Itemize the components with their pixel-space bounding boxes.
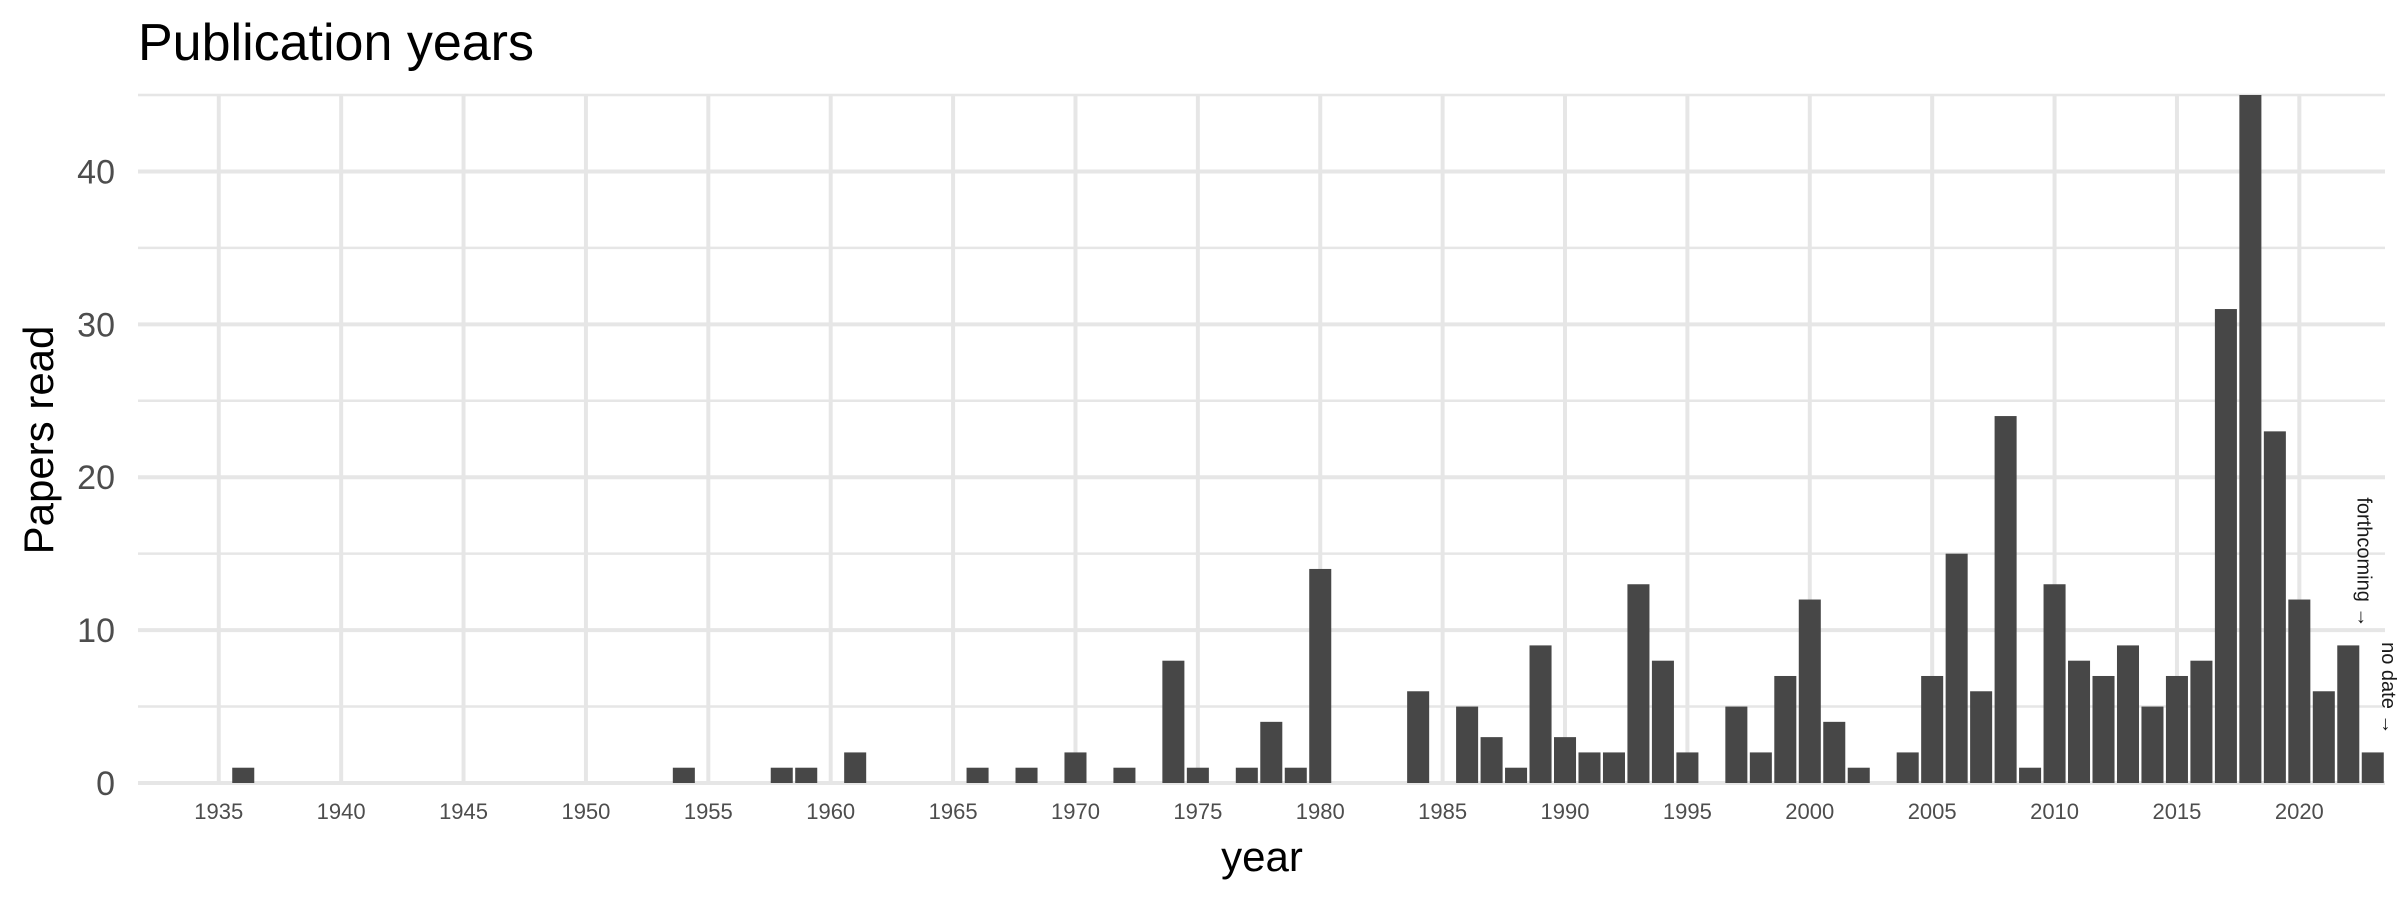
x-tick-label: 1995: [1663, 799, 1712, 824]
x-tick-label: 1980: [1296, 799, 1345, 824]
x-tick-label: 1960: [806, 799, 855, 824]
grid: [138, 93, 2385, 785]
x-tick-label: 2015: [2152, 799, 2201, 824]
bar: [1774, 675, 1797, 783]
y-axis-ticks: 0 10 20 30 40: [77, 153, 115, 803]
bar: [2361, 752, 2384, 783]
bar: [2288, 599, 2311, 783]
x-tick-label: 1965: [929, 799, 978, 824]
bar: [1896, 752, 1919, 783]
bar: [2337, 645, 2360, 783]
x-tick-label: 2005: [1908, 799, 1957, 824]
x-tick-label: 1975: [1173, 799, 1222, 824]
y-tick-label: 30: [77, 306, 115, 344]
y-tick-label: 20: [77, 459, 115, 497]
bar: [1970, 691, 1993, 783]
bar: [966, 767, 989, 783]
bar: [672, 767, 695, 783]
bar: [1921, 675, 1944, 783]
bar: [1554, 737, 1577, 783]
bar: [795, 767, 818, 783]
x-tick-label: 1935: [194, 799, 243, 824]
bar: [1578, 752, 1601, 783]
x-tick-label: 1950: [561, 799, 610, 824]
bar: [2019, 767, 2042, 783]
bar: [1602, 752, 1625, 783]
bar: [2263, 431, 2286, 783]
bar: [2165, 675, 2188, 783]
bar: [2043, 584, 2066, 783]
annotations: forthcoming →no date →: [2352, 497, 2398, 734]
bar: [1798, 599, 1821, 783]
bar: [2141, 706, 2164, 783]
bars: [232, 95, 2384, 783]
y-tick-label: 40: [77, 153, 115, 191]
bar: [1162, 660, 1185, 783]
y-axis-label: Papers read: [15, 326, 62, 555]
bar: [1505, 767, 1528, 783]
bar: [1994, 416, 2017, 783]
bar: [1456, 706, 1479, 783]
bar: [1407, 691, 1430, 783]
bar: [1260, 721, 1283, 783]
x-tick-label: 1970: [1051, 799, 1100, 824]
x-axis-ticks: 1935 1940 1945 1950 1955 1960 1965 1970 1975 1980…: [194, 799, 2324, 824]
x-tick-label: 2000: [1785, 799, 1834, 824]
bar: [1309, 568, 1332, 783]
bar: [2092, 675, 2115, 783]
bar: [2068, 660, 2091, 783]
y-tick-label: 0: [96, 765, 115, 803]
bar: [1847, 767, 1870, 783]
x-tick-label: 1955: [684, 799, 733, 824]
bar: [2239, 95, 2262, 783]
bar: [1627, 584, 1650, 783]
bar: [1749, 752, 1772, 783]
x-tick-label: 1985: [1418, 799, 1467, 824]
x-axis-label: year: [1221, 833, 1303, 880]
bar: [1480, 737, 1503, 783]
bar: [2214, 309, 2237, 783]
bar: [1235, 767, 1258, 783]
x-tick-label: 1940: [317, 799, 366, 824]
bar: [844, 752, 867, 783]
bar: [1113, 767, 1136, 783]
bar: [1186, 767, 1209, 783]
bar: [1945, 553, 1968, 783]
chart-title: Publication years: [138, 14, 534, 72]
bar: [2190, 660, 2213, 783]
bar: [2312, 691, 2335, 783]
bar: [1651, 660, 1674, 783]
y-tick-label: 10: [77, 612, 115, 650]
x-tick-label: 2010: [2030, 799, 2079, 824]
x-tick-label: 1990: [1541, 799, 1590, 824]
bar: [1064, 752, 1087, 783]
annotation-label: forthcoming →: [2352, 497, 2374, 627]
annotation-label: no date →: [2377, 642, 2399, 734]
bar: [1725, 706, 1748, 783]
bar: [770, 767, 793, 783]
bar: [1284, 767, 1307, 783]
x-tick-label: 1945: [439, 799, 488, 824]
bar: [232, 767, 255, 783]
x-tick-label: 2020: [2275, 799, 2324, 824]
bar: [2116, 645, 2140, 783]
bar: [1015, 767, 1038, 783]
bar: [1529, 645, 1552, 783]
bar: [1676, 752, 1699, 783]
bar: [1823, 721, 1846, 783]
